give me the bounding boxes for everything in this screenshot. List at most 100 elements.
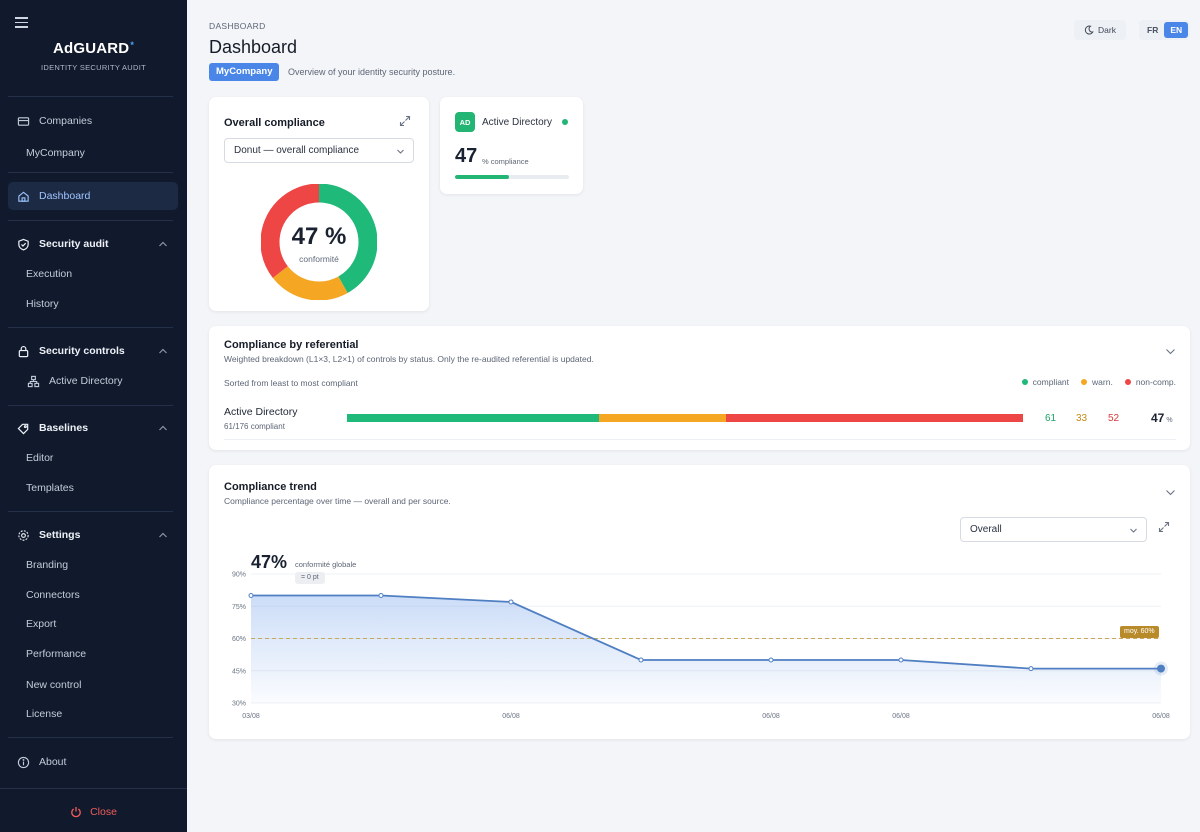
x-tick-label: 06/08 [1152, 713, 1170, 720]
network-icon [26, 374, 40, 388]
sidebar: AdGUARD* IDENTITY SECURITY AUDIT Compani… [0, 0, 187, 832]
close-label: Close [90, 806, 117, 818]
chevron-down-icon [397, 149, 404, 154]
sidebar-item-performance[interactable]: Performance [8, 640, 178, 668]
bar-segment-warn [599, 414, 726, 422]
trend-point [1157, 664, 1165, 673]
select-value: Donut — overall compliance [234, 145, 360, 156]
tag-icon [16, 421, 30, 435]
sidebar-item-label: Export [26, 618, 57, 630]
sidebar-section-security-audit[interactable]: Security audit [8, 230, 178, 258]
sidebar-item-label: MyCompany [26, 147, 85, 159]
sidebar-section-label: Baselines [39, 422, 89, 434]
chevron-down-icon[interactable] [1165, 487, 1176, 498]
sidebar-divider [8, 405, 173, 406]
sidebar-divider [0, 788, 187, 789]
compliance-value: 47 [455, 145, 478, 167]
x-tick-label: 06/08 [892, 713, 910, 720]
row-divider [224, 439, 1176, 440]
average-tag: moy. 60% [1120, 626, 1159, 638]
sidebar-section-settings[interactable]: Settings [8, 521, 178, 549]
referential-card: Compliance by referential Weighted break… [209, 326, 1190, 450]
donut-segment-warn [261, 184, 377, 300]
company-badge[interactable]: MyCompany [209, 63, 280, 81]
referential-count: 61/176 compliant [224, 422, 285, 431]
trend-point [768, 657, 774, 663]
source-name: Active Directory [482, 117, 553, 128]
expand-icon[interactable] [399, 115, 411, 127]
sidebar-item-mycompany[interactable]: MyCompany [8, 139, 178, 167]
page-subtitle: Overview of your identity security postu… [288, 67, 456, 77]
bar-segment-noncomp [725, 414, 1023, 422]
sidebar-section-label: Settings [39, 529, 81, 541]
menu-toggle-icon[interactable] [15, 17, 28, 28]
sidebar-item-license[interactable]: License [8, 700, 178, 728]
sidebar-item-label: Active Directory [49, 375, 123, 387]
chevron-up-icon[interactable] [158, 423, 168, 433]
compliance-donut [261, 184, 377, 300]
y-tick-label: 60% [232, 636, 246, 643]
legend-noncomp: non-comp. [1124, 377, 1176, 387]
power-icon [71, 807, 81, 818]
sidebar-item-templates[interactable]: Templates [8, 474, 178, 502]
sidebar-item-label: New control [26, 679, 82, 691]
sidebar-item-history[interactable]: History [8, 290, 178, 318]
dark-mode-button[interactable]: Dark [1074, 20, 1126, 40]
shield-check-icon [16, 237, 30, 251]
legend-dot [1124, 379, 1131, 385]
dark-mode-label: Dark [1098, 25, 1116, 35]
sidebar-section-baselines[interactable]: Baselines [8, 414, 178, 442]
chart-type-select[interactable]: Donut — overall compliance [224, 138, 414, 163]
sidebar-item-about[interactable]: About [8, 748, 178, 776]
sidebar-item-label: Branding [26, 559, 69, 571]
sidebar-item-label: History [26, 298, 59, 310]
lang-fr-button[interactable]: FR [1147, 25, 1159, 35]
card-title: Compliance trend [224, 481, 317, 493]
overall-compliance-card: Overall compliance Donut — overall compl… [209, 97, 429, 311]
donut-segment-non-comp [261, 184, 377, 300]
chevron-up-icon[interactable] [158, 239, 168, 249]
trend-point [638, 657, 644, 663]
sidebar-item-label: About [39, 756, 67, 768]
card-subtitle: Compliance percentage over time — overal… [224, 496, 451, 506]
sidebar-item-branding[interactable]: Branding [8, 551, 178, 579]
brand-star-icon: * [130, 40, 135, 50]
donut-caption: conformité [299, 254, 339, 264]
referential-name: Active Directory [224, 406, 298, 418]
language-switch: FR EN [1139, 20, 1191, 40]
sidebar-item-export[interactable]: Export [8, 610, 178, 638]
sidebar-item-active-directory[interactable]: Active Directory [8, 367, 178, 395]
sidebar-item-companies[interactable]: Companies [8, 107, 178, 135]
sidebar-item-connectors[interactable]: Connectors [8, 581, 178, 609]
lang-en-button[interactable]: EN [1164, 22, 1189, 38]
trend-area [251, 595, 1161, 703]
sidebar-section-security-controls[interactable]: Security controls [8, 337, 178, 365]
warn-count: 33 [1076, 413, 1088, 424]
sidebar-item-new-control[interactable]: New control [8, 671, 178, 699]
trend-source-select[interactable]: Overall [960, 517, 1147, 542]
trend-delta-badge: = 0 pt [295, 572, 325, 584]
building-icon [16, 114, 30, 128]
chevron-up-icon[interactable] [158, 530, 168, 540]
sidebar-divider [8, 220, 173, 221]
trend-card: Compliance trend Compliance percentage o… [209, 465, 1190, 739]
y-tick-label: 75% [232, 604, 246, 611]
expand-icon[interactable] [1158, 521, 1170, 533]
card-title: Overall compliance [224, 117, 325, 129]
sidebar-item-dashboard[interactable]: Dashboard [8, 182, 178, 210]
sidebar-item-editor[interactable]: Editor [8, 444, 178, 472]
card-title: Compliance by referential [224, 339, 359, 351]
referential-stacked-bar [347, 414, 1023, 422]
active-directory-card[interactable]: AD Active Directory 47 % compliance [440, 97, 583, 194]
sidebar-item-execution[interactable]: Execution [8, 260, 178, 288]
chevron-up-icon[interactable] [158, 346, 168, 356]
main-content: DASHBOARD Dashboard MyCompany Overview o… [187, 0, 1200, 832]
trend-point [898, 657, 904, 663]
close-button[interactable]: Close [0, 800, 187, 824]
chevron-down-icon[interactable] [1165, 346, 1176, 357]
trend-line [251, 594, 1161, 670]
select-value: Overall [970, 524, 1002, 535]
moon-icon [1084, 25, 1094, 35]
trend-point [1028, 666, 1034, 672]
breadcrumb: DASHBOARD [209, 21, 266, 31]
